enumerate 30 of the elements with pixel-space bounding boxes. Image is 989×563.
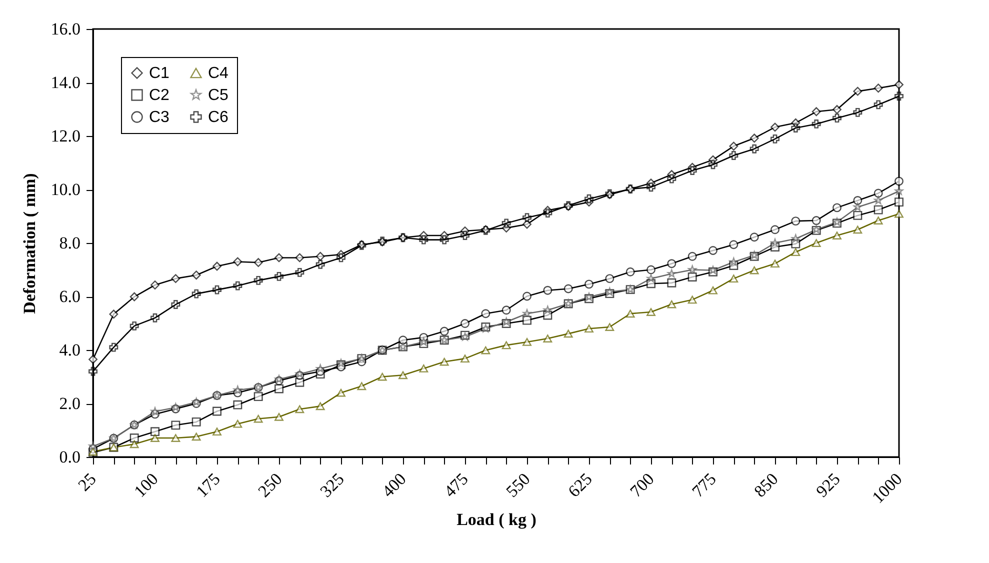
x-tick-label: 175 xyxy=(192,469,224,501)
x-tick-label: 925 xyxy=(812,469,844,501)
x-tick-label: 625 xyxy=(564,469,596,501)
x-tick-label: 100 xyxy=(130,469,162,501)
x-tick-label: 325 xyxy=(316,469,348,501)
y-tick-label: 4.0 xyxy=(59,340,80,360)
y-tick-label: 2.0 xyxy=(59,394,80,413)
y-tick-label: 12.0 xyxy=(50,126,80,146)
y-tick-label: 0.0 xyxy=(59,448,80,466)
legend-label: C1 xyxy=(149,65,170,82)
y-tick-label: 6.0 xyxy=(59,287,80,306)
x-tick-label: 25 xyxy=(74,469,100,495)
x-tick-label: 850 xyxy=(750,469,782,501)
x-tick-label: 700 xyxy=(626,469,658,501)
x-tick-label: 550 xyxy=(502,469,534,501)
legend-label: C6 xyxy=(208,109,229,126)
legend-label: C3 xyxy=(149,109,170,126)
y-tick-label: 8.0 xyxy=(59,234,80,252)
legend-label: C2 xyxy=(149,87,170,104)
x-tick-label: 400 xyxy=(378,469,410,501)
x-tick-label: 475 xyxy=(440,469,472,501)
y-tick-label: 10.0 xyxy=(50,180,80,199)
x-tick-label: 775 xyxy=(688,469,720,501)
legend-label: C4 xyxy=(208,65,229,82)
y-axis-title: Deformation ( mm) xyxy=(20,173,39,314)
y-tick-label: 16.0 xyxy=(50,20,80,38)
legend-label: C5 xyxy=(208,87,229,104)
x-axis-title: Load ( kg ) xyxy=(456,510,536,530)
y-tick-label: 14.0 xyxy=(50,73,80,92)
x-tick-label: 250 xyxy=(254,469,286,501)
